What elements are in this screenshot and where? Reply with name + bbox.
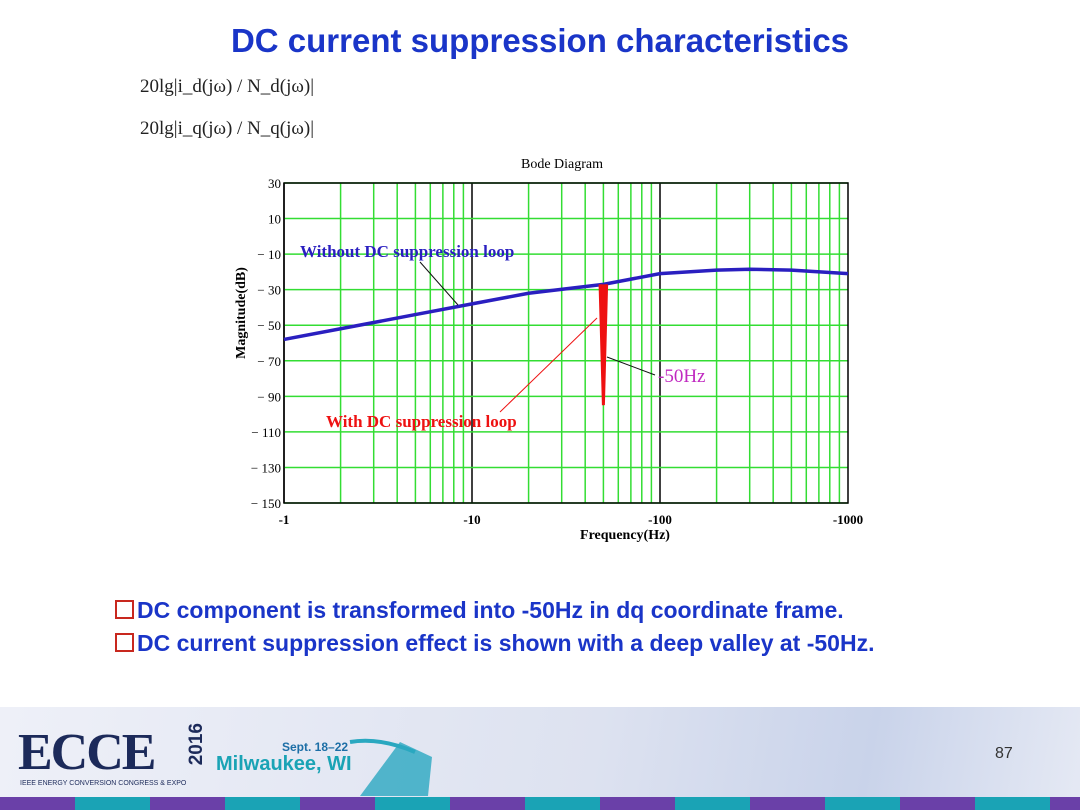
y-tick-label: − 90 [257,389,281,404]
legend-with: With DC suppression loop [326,412,517,431]
bullet-box-icon [115,633,134,652]
arrow-50hz [606,356,656,376]
y-tick-label: 30 [268,176,281,191]
footer-stripe [0,797,1080,810]
x-tick-label: -1 [279,512,290,527]
x-tick-label: -100 [648,512,672,527]
y-axis-label: Magnitude(dB) [234,267,249,359]
y-tick-label: − 150 [251,496,281,511]
y-tick-label: − 70 [257,354,281,369]
legend-without: Without DC suppression loop [300,242,514,261]
annotation-50hz: -50Hz [658,366,705,387]
bullet-2: DC current suppression effect is shown w… [115,630,874,657]
bullet-box-icon [115,600,134,619]
page-number: 87 [995,745,1013,762]
conference-dates: Sept. 18–22 [282,740,349,754]
formula-q: 20lg|i_q(jω) / N_q(jω)| [140,118,315,139]
logo-subtitle: IEEE ENERGY CONVERSION CONGRESS & EXPO [20,780,187,787]
x-tick-label: -10 [463,512,480,527]
formula-d: 20lg|i_d(jω) / N_d(jω)| [140,76,315,97]
y-tick-label: − 110 [251,425,281,440]
bridge-icon [349,738,432,796]
x-tick-label: -1000 [833,512,863,527]
y-tick-label: 10 [268,212,281,227]
y-tick-label: − 130 [251,460,281,475]
plot-frame [283,182,849,504]
bullet-text: DC current suppression effect is shown w… [137,630,875,656]
bullet-1: DC component is transformed into -50Hz i… [115,597,844,624]
series-without-line [283,267,849,342]
arrow-without [419,261,459,306]
conference-city: Milwaukee, WI [216,753,352,775]
series-with-line [598,284,609,406]
arrow-with [499,317,598,413]
slide-title: DC current suppression characteristics [230,22,850,59]
chart-title: Bode Diagram [521,157,603,172]
y-tick-label: − 50 [257,318,281,333]
y-tick-label: − 10 [257,247,281,262]
bode-chart: Bode Diagram Frequency(Hz) Magnitude(dB)… [234,157,863,543]
ecce-logo: ECCE [18,724,156,781]
y-tick-label: − 30 [257,283,281,298]
footer: ECCE 2016 IEEE ENERGY CONVERSION CONGRES… [0,707,1080,810]
x-axis-label: Frequency(Hz) [580,528,670,543]
bullet-text: DC component is transformed into -50Hz i… [137,597,844,623]
logo-year: 2016 [186,723,207,766]
